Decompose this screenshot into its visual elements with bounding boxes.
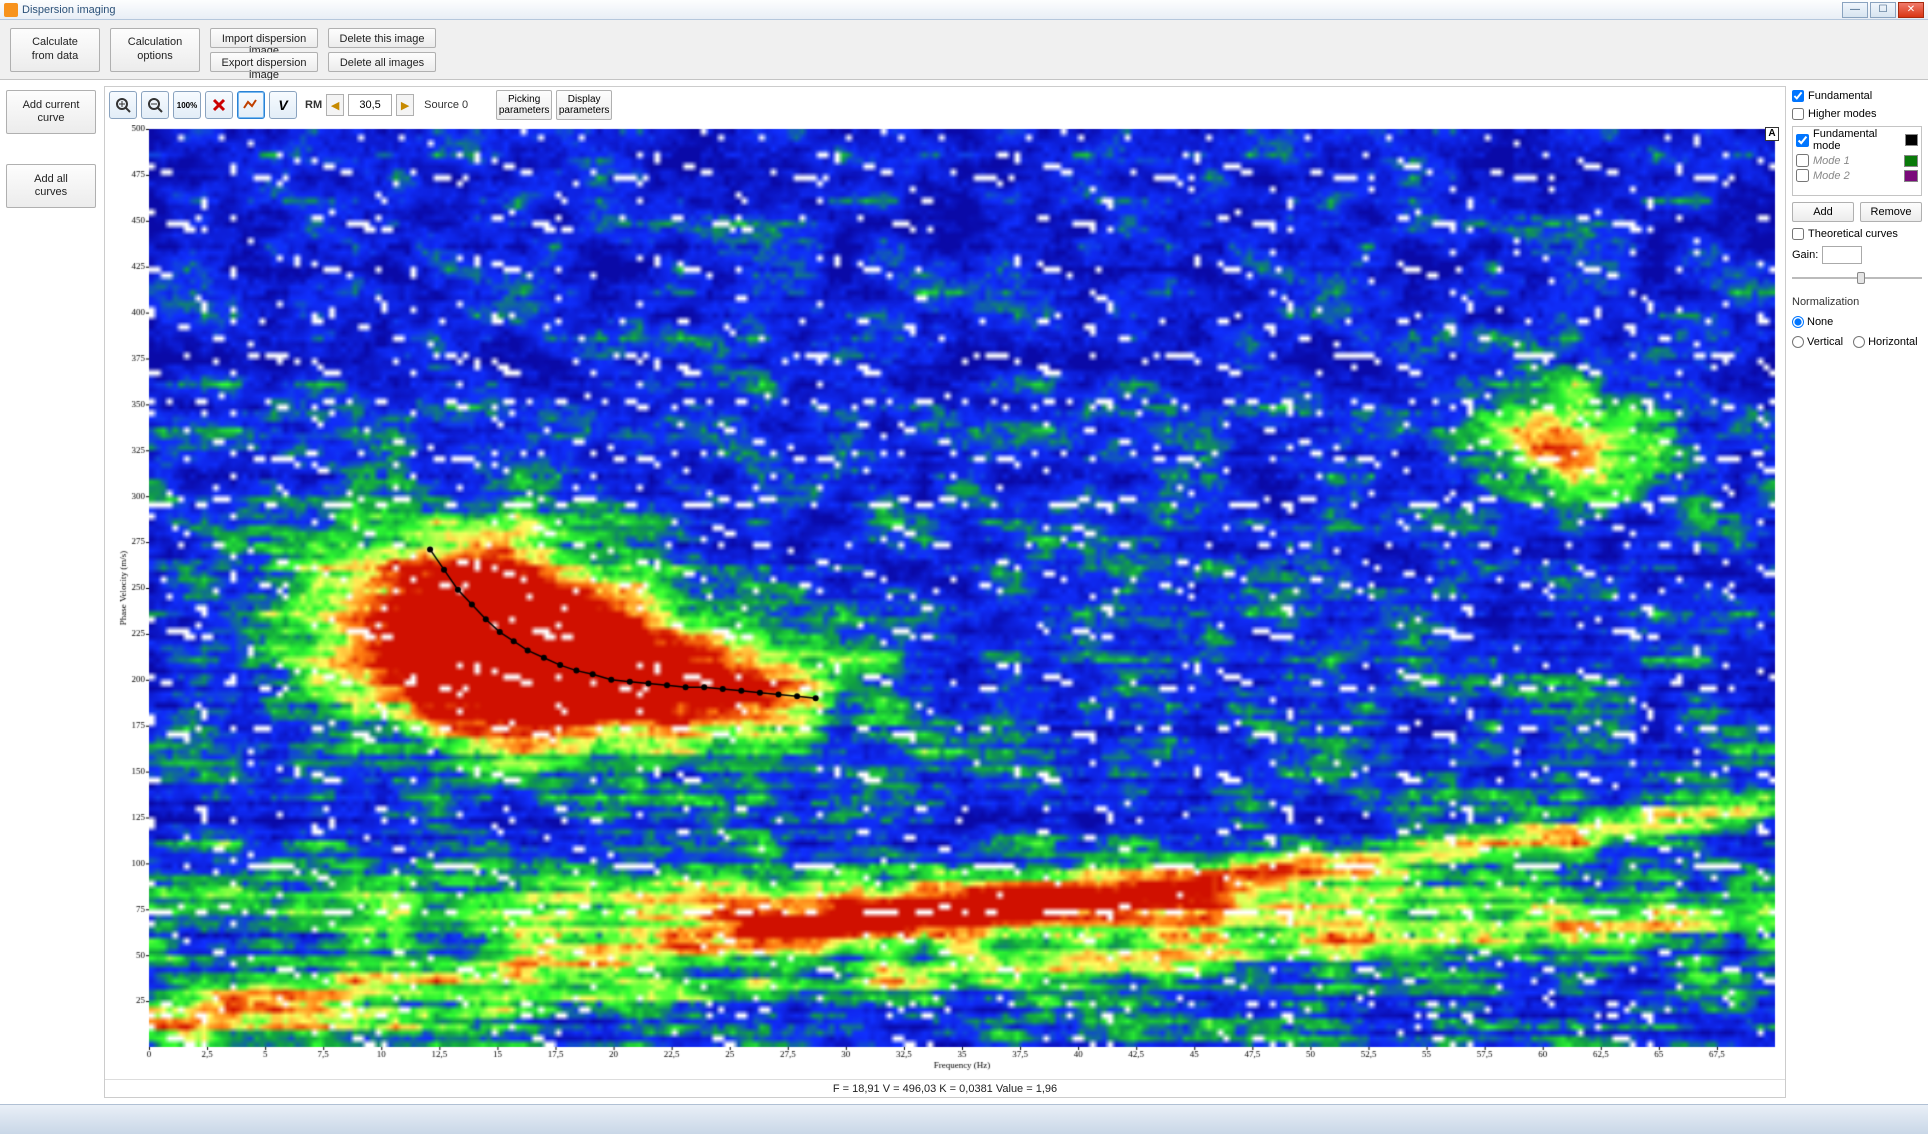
picking-parameters-button[interactable]: Picking parameters	[496, 90, 552, 120]
close-button[interactable]: ✕	[1898, 2, 1924, 18]
pick-curve-icon[interactable]	[237, 91, 265, 119]
plot-panel: 100% V RM ◀ 30,5 ▶ Source 0 Picking para…	[104, 86, 1786, 1098]
zoom-out-icon[interactable]	[141, 91, 169, 119]
zoom-in-icon[interactable]	[109, 91, 137, 119]
top-toolbar: Calculate from data Calculation options …	[0, 20, 1928, 80]
right-sidebar: Fundamental Higher modes Fundamental mod…	[1792, 86, 1922, 1098]
display-parameters-button[interactable]: Display parameters	[556, 90, 612, 120]
remove-mode-button[interactable]: Remove	[1860, 202, 1922, 222]
velocity-mode-icon[interactable]: V	[269, 91, 297, 119]
calculate-from-data-button[interactable]: Calculate from data	[10, 28, 100, 72]
add-mode-button[interactable]: Add	[1792, 202, 1854, 222]
norm-none-radio[interactable]: None	[1792, 316, 1922, 328]
mode-row[interactable]: Mode 2	[1793, 168, 1921, 183]
norm-vertical-radio[interactable]: Vertical	[1792, 336, 1843, 348]
status-bar: F = 18,91 V = 496,03 K = 0,0381 Value = …	[105, 1079, 1785, 1097]
delete-all-images-button[interactable]: Delete all images	[328, 52, 436, 72]
higher-modes-checkbox[interactable]: Higher modes	[1792, 108, 1922, 120]
os-taskbar	[0, 1104, 1928, 1134]
import-dispersion-button[interactable]: Import dispersion image	[210, 28, 318, 48]
dispersion-plot[interactable]: A	[109, 125, 1781, 1075]
gain-slider[interactable]	[1792, 270, 1922, 286]
add-all-curves-button[interactable]: Add all curves	[6, 164, 96, 208]
normalization-label: Normalization	[1792, 296, 1922, 308]
zoom-100-icon[interactable]: 100%	[173, 91, 201, 119]
clear-icon[interactable]	[205, 91, 233, 119]
rm-label: RM	[305, 99, 322, 111]
left-sidebar: Add current curve Add all curves	[6, 86, 98, 1098]
theoretical-curves-checkbox[interactable]: Theoretical curves	[1792, 228, 1922, 240]
next-source-button[interactable]: ▶	[396, 94, 414, 116]
calculation-options-button[interactable]: Calculation options	[110, 28, 200, 72]
window-title: Dispersion imaging	[22, 4, 116, 16]
app-window: Dispersion imaging — ☐ ✕ Calculate from …	[0, 0, 1928, 1134]
mode-row[interactable]: Fundamental mode	[1793, 127, 1921, 153]
mode-row[interactable]: Mode 1	[1793, 153, 1921, 168]
modes-list: Fundamental modeMode 1Mode 2	[1792, 126, 1922, 196]
maximize-button[interactable]: ☐	[1870, 2, 1896, 18]
source-label: Source 0	[424, 99, 468, 111]
app-icon	[4, 3, 18, 17]
export-dispersion-button[interactable]: Export dispersion image	[210, 52, 318, 72]
auto-badge: A	[1765, 127, 1779, 141]
prev-source-button[interactable]: ◀	[326, 94, 344, 116]
norm-horizontal-radio[interactable]: Horizontal	[1853, 336, 1918, 348]
add-current-curve-button[interactable]: Add current curve	[6, 90, 96, 134]
content-area: Add current curve Add all curves 100% V …	[0, 80, 1928, 1104]
gain-input[interactable]	[1822, 246, 1862, 264]
delete-this-image-button[interactable]: Delete this image	[328, 28, 436, 48]
fundamental-checkbox[interactable]: Fundamental	[1792, 90, 1922, 102]
minimize-button[interactable]: —	[1842, 2, 1868, 18]
gain-label: Gain:	[1792, 249, 1818, 261]
window-controls: — ☐ ✕	[1842, 2, 1924, 18]
plot-toolbar: 100% V RM ◀ 30,5 ▶ Source 0 Picking para…	[105, 87, 1785, 123]
titlebar: Dispersion imaging — ☐ ✕	[0, 0, 1928, 20]
rm-value[interactable]: 30,5	[348, 94, 392, 116]
